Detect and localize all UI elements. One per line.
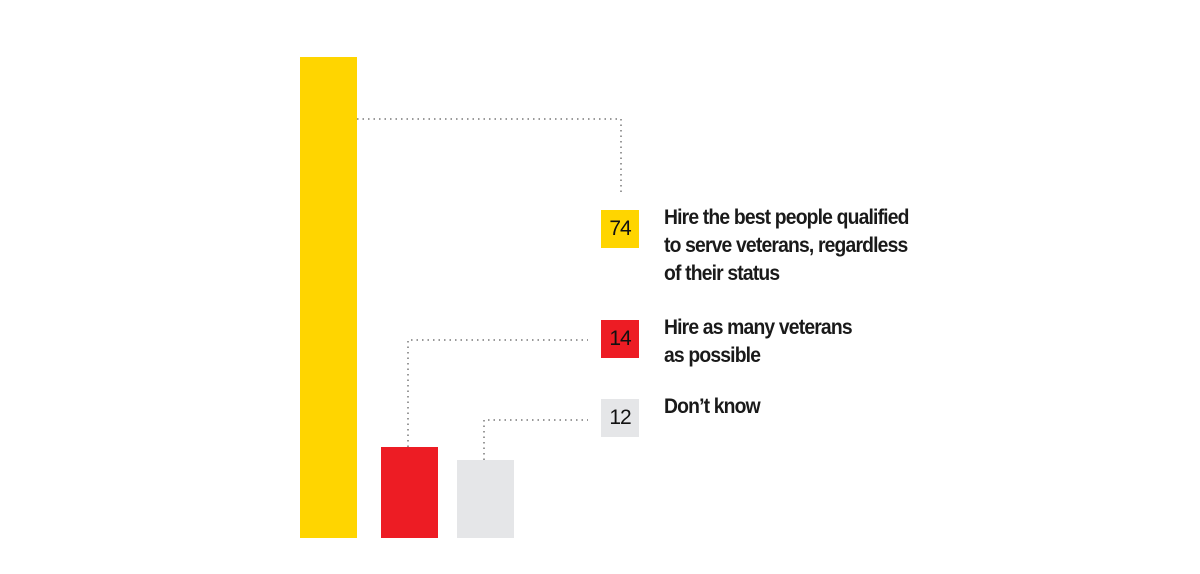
legend-label: Hire the best people qualified to serve … <box>664 206 909 285</box>
bar-best-qualified <box>300 57 357 538</box>
value-badge: 14 <box>601 320 639 358</box>
legend-item-many-veterans: 14 Hire as many veterans as possible <box>601 316 868 370</box>
bar-dont-know <box>457 460 514 538</box>
legend-item-best-qualified: 74 Hire the best people qualified to ser… <box>601 206 930 288</box>
legend-label: Hire as many veterans as possible <box>664 316 853 367</box>
leader-line <box>483 419 588 460</box>
bar-many-veterans <box>381 447 438 538</box>
value-badge: 12 <box>601 399 639 437</box>
legend-item-dont-know: 12 Don’t know <box>601 395 768 437</box>
legend-label: Don’t know <box>664 395 761 418</box>
leader-line <box>407 339 588 447</box>
leader-line <box>357 118 622 195</box>
value-badge: 74 <box>601 210 639 248</box>
